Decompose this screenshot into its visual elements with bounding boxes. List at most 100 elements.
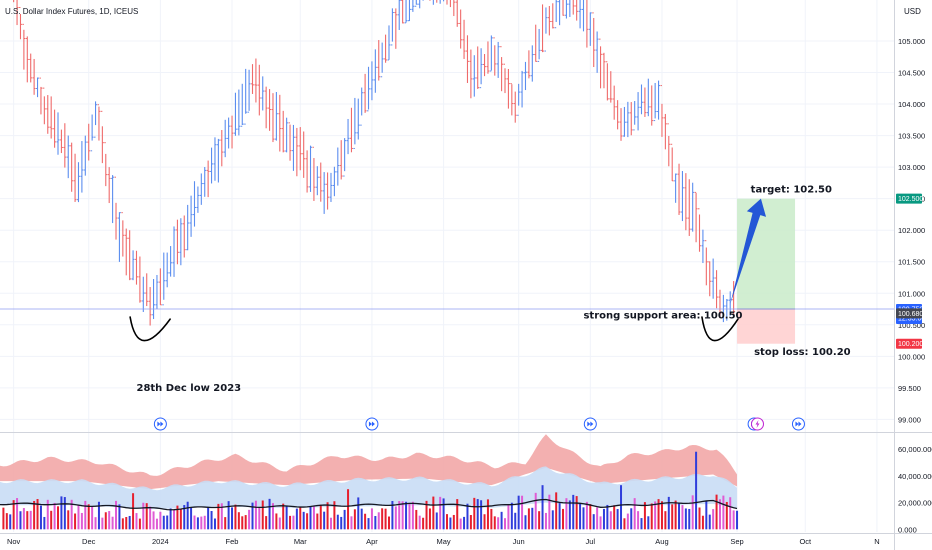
volume-bar xyxy=(312,505,315,530)
candle xyxy=(339,140,343,180)
candle xyxy=(670,143,674,182)
volume-bar xyxy=(517,495,520,530)
candle xyxy=(254,58,258,103)
candle xyxy=(436,0,439,3)
volume-band-lower xyxy=(0,466,738,510)
candle xyxy=(251,64,255,94)
volume-pane xyxy=(0,434,739,530)
volume-bar xyxy=(531,507,534,530)
candle xyxy=(544,7,548,52)
x-tick-label: Feb xyxy=(226,537,239,546)
volume-bar xyxy=(94,517,97,530)
price-badge-text: 12:35:00 xyxy=(898,316,925,323)
candle xyxy=(609,71,613,103)
candle xyxy=(94,101,98,138)
volume-bar xyxy=(722,495,725,530)
candle xyxy=(619,108,623,141)
volume-bar xyxy=(555,492,558,530)
x-tick-label: Dec xyxy=(82,537,96,546)
candle xyxy=(210,147,214,184)
candle xyxy=(360,87,364,126)
volume-bar xyxy=(691,495,694,530)
candle xyxy=(22,23,26,70)
candle xyxy=(449,0,451,8)
volume-bar xyxy=(152,511,155,530)
volume-bar xyxy=(544,512,547,530)
candle xyxy=(677,163,681,215)
candle xyxy=(586,0,589,48)
volume-bar xyxy=(674,500,677,530)
candle xyxy=(407,0,411,22)
candle xyxy=(298,127,302,171)
volume-bar xyxy=(162,515,165,530)
volume-bar xyxy=(347,489,350,530)
candle xyxy=(517,83,521,116)
volume-bar xyxy=(534,492,537,530)
volume-bar xyxy=(340,516,343,530)
volume-bar xyxy=(364,513,367,530)
price-badge-bg xyxy=(896,193,922,204)
candle xyxy=(278,94,282,152)
volume-bar xyxy=(258,507,261,530)
price-badge: 100.680 xyxy=(896,308,923,319)
volume-bar xyxy=(548,494,551,530)
volume-bar xyxy=(5,513,8,530)
swing-low-curve xyxy=(701,316,739,342)
y-tick-label: 105.000 xyxy=(898,37,925,46)
volume-moving-average xyxy=(0,498,738,511)
candle xyxy=(291,124,295,171)
target-arrow xyxy=(730,198,767,304)
volume-bar xyxy=(33,500,36,530)
volume-bar xyxy=(108,511,111,530)
candle xyxy=(175,219,179,265)
candle xyxy=(309,145,313,192)
x-tick-label: Jun xyxy=(513,537,525,546)
candle xyxy=(76,162,80,203)
volume-bar xyxy=(350,516,353,530)
x-tick-label: May xyxy=(437,537,451,546)
x-tick-label: Aug xyxy=(655,537,668,546)
candle xyxy=(578,0,582,29)
volume-bar xyxy=(657,499,660,530)
volume-bar xyxy=(456,499,459,530)
candle xyxy=(418,0,421,9)
volume-bar xyxy=(712,509,715,530)
grid xyxy=(0,0,894,532)
candle xyxy=(732,281,736,317)
volume-bar xyxy=(527,508,530,530)
event-markers xyxy=(153,417,805,431)
currency-label: USD xyxy=(904,7,921,16)
volume-bar xyxy=(70,499,73,530)
candle xyxy=(192,181,196,227)
candle xyxy=(384,34,388,63)
candle xyxy=(660,85,664,137)
volume-bar xyxy=(705,501,708,530)
candle xyxy=(592,12,596,68)
candle xyxy=(107,167,111,204)
price-badge-text: 102.500 xyxy=(898,196,923,203)
volume-bar xyxy=(43,516,46,530)
volume-bar xyxy=(602,508,605,530)
volume-bar xyxy=(678,502,681,530)
volume-bar xyxy=(128,515,131,530)
candle xyxy=(295,127,299,177)
candle xyxy=(165,252,169,288)
volume-bar xyxy=(449,517,452,530)
candle xyxy=(701,229,705,264)
volume-bar xyxy=(425,500,428,530)
candle xyxy=(459,9,463,49)
candle xyxy=(377,40,381,81)
candle xyxy=(520,70,524,108)
volume-bar xyxy=(251,502,254,530)
volume-bar xyxy=(115,500,118,530)
candle xyxy=(469,49,473,99)
candle xyxy=(684,173,688,231)
volume-bar xyxy=(183,505,186,530)
volume-bar xyxy=(401,501,404,530)
candles xyxy=(13,0,736,326)
candle xyxy=(599,38,603,89)
candle xyxy=(622,106,626,137)
candle xyxy=(169,246,173,277)
lightning-circle-icon xyxy=(751,417,765,431)
